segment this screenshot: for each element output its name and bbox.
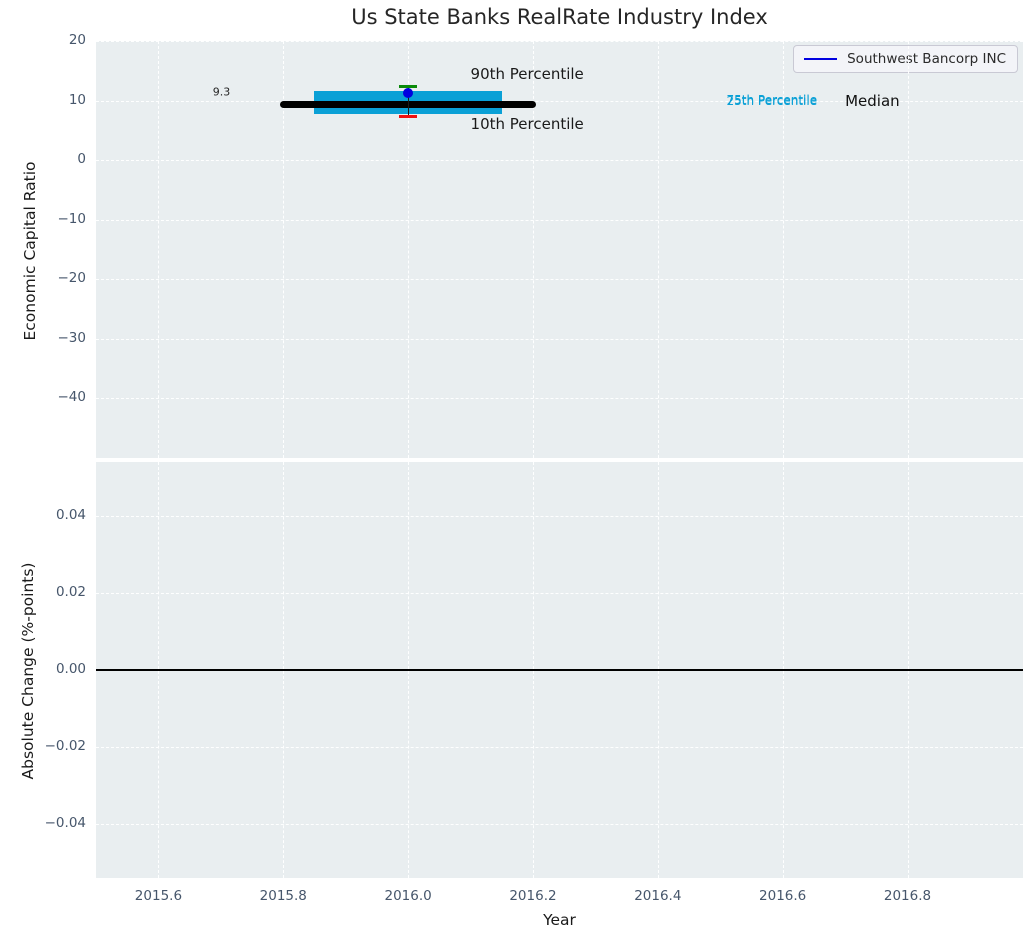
gridline-vertical: [658, 41, 659, 458]
bottom-axes-absolute-change: [96, 462, 1023, 878]
y-tick-label: −0.04: [24, 817, 86, 830]
y-tick-label: −0.02: [24, 740, 86, 753]
annotation-10th-percentile: 10th Percentile: [471, 115, 584, 133]
y-tick-label: −10: [24, 213, 86, 226]
gridline-horizontal: [96, 824, 1023, 825]
gridline-horizontal: [96, 593, 1023, 594]
annotation-25th-percentile: 25th Percentile: [726, 94, 817, 108]
x-tick-label: 2015.8: [260, 888, 307, 904]
gridline-horizontal: [96, 220, 1023, 221]
gridline-horizontal: [96, 398, 1023, 399]
legend-line-sample: [804, 58, 837, 60]
annotation-90th-percentile: 90th Percentile: [471, 65, 584, 83]
y-tick-label: −30: [24, 332, 86, 345]
x-tick-label: 2016.2: [509, 888, 556, 904]
figure: Us State Banks RealRate Industry Index S…: [0, 0, 1034, 942]
legend: Southwest Bancorp INC: [793, 45, 1018, 73]
x-tick-label: 2016.4: [634, 888, 681, 904]
y-tick-label: 10: [24, 94, 86, 107]
p10-cap: [399, 115, 418, 118]
x-tick-label: 2015.6: [135, 888, 182, 904]
zero-line: [96, 669, 1023, 671]
company-data-point: [403, 88, 413, 98]
x-tick-label: 2016.8: [884, 888, 931, 904]
chart-title: Us State Banks RealRate Industry Index: [96, 5, 1023, 29]
legend-label: Southwest Bancorp INC: [847, 51, 1006, 67]
top-axes-economic-capital-ratio: Southwest Bancorp INC 9.3 90th Percentile…: [96, 41, 1023, 458]
gridline-horizontal: [96, 160, 1023, 161]
gridline-vertical: [908, 41, 909, 458]
x-tick-label: 2016.0: [384, 888, 431, 904]
gridline-horizontal: [96, 339, 1023, 340]
x-tick-label: 2016.6: [759, 888, 806, 904]
gridline-horizontal: [96, 516, 1023, 517]
annotation-median: Median: [845, 92, 900, 110]
gridline-vertical: [158, 41, 159, 458]
gridline-horizontal: [96, 747, 1023, 748]
y-tick-label: 0.04: [24, 509, 86, 522]
y-tick-label: −40: [24, 391, 86, 404]
y-tick-label: 0.02: [24, 586, 86, 599]
y-tick-label: 20: [24, 34, 86, 47]
gridline-horizontal: [96, 279, 1023, 280]
gridline-horizontal: [96, 41, 1023, 42]
y-tick-label: 0: [24, 153, 86, 166]
y-tick-label: 0.00: [24, 663, 86, 676]
x-axis-label: Year: [96, 911, 1023, 929]
annotation-9-3: 9.3: [213, 85, 231, 98]
y-tick-label: −20: [24, 272, 86, 285]
y-axis-label-top: Economic Capital Ratio: [21, 141, 39, 361]
